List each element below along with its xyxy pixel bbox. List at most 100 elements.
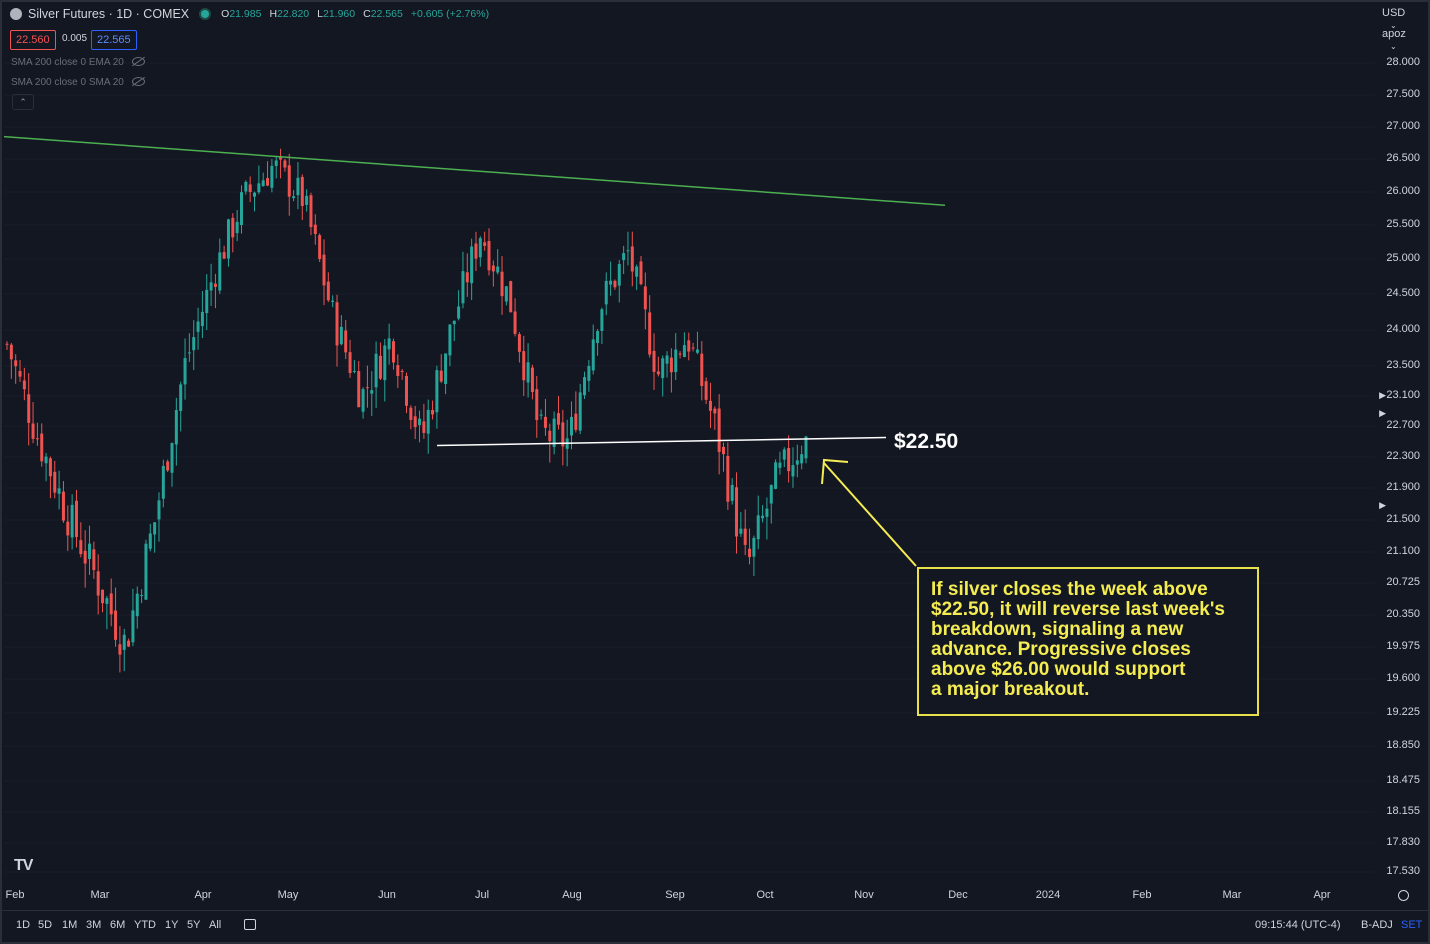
candle-body [192, 337, 196, 351]
candle-body [600, 309, 604, 331]
currency-label: USD [1382, 7, 1406, 19]
y-tick-label: 21.500 [1386, 513, 1420, 525]
candle-body [765, 508, 769, 517]
x-tick-label: Sep [665, 889, 685, 901]
settings-icon[interactable] [1398, 890, 1409, 901]
candle-body [643, 286, 647, 310]
candle-body [769, 485, 773, 504]
candle-body [114, 610, 118, 640]
candle-body [261, 180, 265, 187]
annotation-arrowhead [821, 458, 849, 485]
y-tick-label: 17.530 [1386, 865, 1420, 877]
candle-body [635, 266, 639, 277]
indicator-ema[interactable]: SMA 200 close 0 EMA 20 [11, 56, 145, 68]
candle-body [561, 422, 565, 447]
bottom-toolbar [0, 910, 1430, 943]
y-tick-label: 23.500 [1386, 359, 1420, 371]
x-tick-label: Aug [562, 889, 582, 901]
range-button-5d[interactable]: 5D [38, 919, 53, 931]
silver-icon [10, 8, 22, 20]
session-set-toggle[interactable]: SET [1401, 919, 1423, 931]
candle-body [708, 400, 712, 411]
y-tick-label: 27.000 [1386, 120, 1420, 132]
candle-body [213, 283, 217, 287]
candle-body [300, 176, 304, 207]
candle-body [122, 634, 126, 650]
y-tick-label: 22.300 [1386, 450, 1420, 462]
candle-body [543, 416, 547, 428]
candle-body [170, 443, 174, 473]
y-tick-label: 22.700 [1386, 419, 1420, 431]
candle-body [613, 280, 617, 288]
x-tick-label: Nov [854, 889, 874, 901]
x-tick-label: Apr [194, 889, 212, 901]
candle-body [35, 438, 39, 440]
candle-body [661, 358, 665, 379]
y-tick-label: 25.500 [1386, 218, 1420, 230]
candle-body [617, 264, 621, 286]
open-value: 21.985 [229, 8, 262, 20]
candle-body [118, 644, 122, 655]
candle-body [218, 252, 222, 291]
range-button-1m[interactable]: 1M [62, 919, 78, 931]
indicator-sma[interactable]: SMA 200 close 0 SMA 20 [11, 76, 145, 88]
chevron-up-icon[interactable]: ⌃ [12, 94, 34, 110]
candle-body [409, 407, 413, 420]
candle-body [105, 598, 109, 604]
candle-body [209, 282, 213, 291]
ask-button[interactable]: 22.565 [91, 30, 137, 50]
candle-body [331, 300, 335, 302]
support-line[interactable] [436, 436, 887, 447]
candle-body [439, 370, 443, 382]
candle-body [222, 252, 226, 259]
range-button-6m[interactable]: 6M [110, 919, 126, 931]
hidden-eye-icon[interactable] [131, 57, 145, 66]
candle-body [83, 550, 87, 564]
chart-header: Silver Futures · 1D · COMEX O21.985 H22.… [10, 7, 489, 21]
candle-body [535, 389, 539, 421]
candle-body [596, 331, 600, 344]
candle-body [140, 595, 144, 597]
candle-body [556, 413, 560, 425]
currency-select[interactable]: USD ⌄ [1382, 7, 1422, 30]
range-button-1y[interactable]: 1Y [165, 919, 179, 931]
candle-body [357, 371, 361, 408]
y-tick-label: 18.155 [1386, 805, 1420, 817]
badj-toggle[interactable]: B-ADJ [1361, 919, 1393, 931]
candle-body [795, 460, 799, 465]
candle-body [448, 324, 452, 356]
x-tick-label: 2024 [1035, 889, 1061, 901]
range-button-3m[interactable]: 3M [86, 919, 102, 931]
candle-body [101, 589, 105, 604]
candle-body [743, 528, 747, 545]
calendar-icon[interactable] [244, 919, 256, 930]
candle-body [704, 381, 708, 400]
range-button-all[interactable]: All [209, 919, 222, 931]
clock-time[interactable]: 09:15:44 (UTC-4) [1255, 919, 1341, 931]
bid-button[interactable]: 22.560 [10, 30, 56, 50]
candle-body [548, 430, 552, 442]
candle-body [578, 392, 582, 431]
candle-body [517, 334, 521, 352]
candle-body [131, 610, 135, 643]
candle-body [695, 349, 699, 353]
candle-body [674, 349, 678, 373]
y-tick-label: 24.000 [1386, 323, 1420, 335]
y-tick-label: 26.500 [1386, 152, 1420, 164]
candle-body [791, 465, 795, 477]
range-button-1d[interactable]: 1D [16, 919, 31, 931]
candle-body [287, 165, 291, 197]
range-button-5y[interactable]: 5Y [187, 919, 201, 931]
candle-body [748, 548, 752, 558]
candle-body [57, 488, 61, 494]
candle-body [266, 178, 270, 186]
tradingview-logo[interactable]: TV [14, 857, 33, 874]
resistance-trendline[interactable] [3, 135, 946, 206]
hidden-eye-icon[interactable] [131, 77, 145, 86]
symbol-title[interactable]: Silver Futures · 1D · COMEX [28, 7, 190, 21]
scale-select[interactable]: apoz ⌄ [1382, 28, 1422, 51]
candle-body [483, 242, 487, 246]
range-button-ytd[interactable]: YTD [134, 919, 156, 931]
candle-body [48, 458, 52, 477]
